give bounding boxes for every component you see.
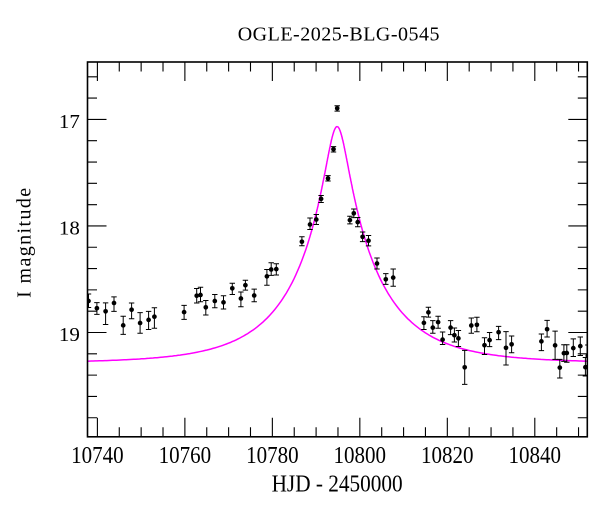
svg-text:10800: 10800 xyxy=(334,443,387,469)
svg-text:19: 19 xyxy=(59,324,80,346)
svg-text:I magnitude: I magnitude xyxy=(14,186,36,297)
svg-text:OGLE-2025-BLG-0545: OGLE-2025-BLG-0545 xyxy=(238,23,440,45)
svg-text:10760: 10760 xyxy=(159,443,212,469)
svg-text:18: 18 xyxy=(59,217,80,239)
svg-text:10840: 10840 xyxy=(509,443,562,469)
svg-text:10740: 10740 xyxy=(71,443,124,469)
svg-text:10780: 10780 xyxy=(246,443,299,469)
svg-text:10820: 10820 xyxy=(421,443,474,469)
svg-text:17: 17 xyxy=(59,111,80,133)
svg-text:HJD - 2450000: HJD - 2450000 xyxy=(272,472,403,498)
